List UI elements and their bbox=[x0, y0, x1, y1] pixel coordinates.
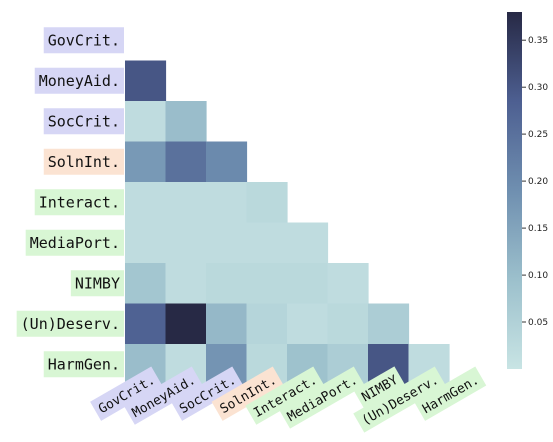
heatmap-cell-nimby-interact bbox=[287, 263, 328, 304]
row-label-text: Interact. bbox=[39, 193, 120, 211]
colorbar-tick-label: 0.20 bbox=[528, 177, 548, 187]
row-label-text: NIMBY bbox=[75, 274, 120, 292]
row-label-text: (Un)Deserv. bbox=[21, 315, 120, 333]
colorbar-gradient bbox=[507, 12, 522, 369]
heatmap-cell-un-deserv-moneyaid bbox=[166, 304, 207, 345]
row-label-interact: Interact. bbox=[35, 189, 124, 215]
heatmap-cell-moneyaid-govcrit bbox=[125, 61, 166, 102]
heatmap-cell-soccrit-moneyaid bbox=[166, 101, 207, 142]
row-label-soccrit: SocCrit. bbox=[44, 108, 124, 134]
row-label-text: MoneyAid. bbox=[39, 72, 120, 90]
heatmap-cell-mediaport-moneyaid bbox=[166, 223, 207, 264]
heatmap-cell-un-deserv-soccrit bbox=[206, 304, 247, 345]
heatmap-cell-interact-govcrit bbox=[125, 182, 166, 223]
row-label-nimby: NIMBY bbox=[71, 270, 124, 296]
row-label-text: MediaPort. bbox=[30, 234, 120, 252]
row-label-mediaport: MediaPort. bbox=[26, 230, 124, 256]
row-label-text: HarmGen. bbox=[48, 355, 120, 373]
row-label-govcrit: GovCrit. bbox=[44, 27, 124, 53]
row-label-un-deserv: (Un)Deserv. bbox=[17, 311, 124, 337]
colorbar-tick-label: 0.15 bbox=[528, 224, 548, 234]
heatmap-cell-mediaport-soccrit bbox=[206, 223, 247, 264]
heatmap-cells bbox=[125, 61, 450, 386]
colorbar-tick-label: 0.35 bbox=[528, 36, 548, 46]
heatmap-cell-un-deserv-solnint bbox=[247, 304, 288, 345]
heatmap-cell-un-deserv-govcrit bbox=[125, 304, 166, 345]
heatmap-cell-solnint-govcrit bbox=[125, 142, 166, 183]
row-label-moneyaid: MoneyAid. bbox=[35, 68, 124, 94]
heatmap-cell-un-deserv-interact bbox=[287, 304, 328, 345]
row-label-text: SocCrit. bbox=[48, 112, 120, 130]
heatmap-cell-nimby-soccrit bbox=[206, 263, 247, 304]
row-label-harmgen: HarmGen. bbox=[44, 351, 124, 377]
heatmap-cell-un-deserv-mediaport bbox=[328, 304, 369, 345]
colorbar-tick-label: 0.10 bbox=[528, 271, 548, 281]
heatmap-cell-interact-soccrit bbox=[206, 182, 247, 223]
colorbar-tick-label: 0.05 bbox=[528, 318, 548, 328]
heatmap-cell-solnint-soccrit bbox=[206, 142, 247, 183]
row-label-text: GovCrit. bbox=[48, 31, 120, 49]
heatmap-cell-interact-moneyaid bbox=[166, 182, 207, 223]
heatmap-cell-nimby-mediaport bbox=[328, 263, 369, 304]
colorbar-tick-label: 0.25 bbox=[528, 130, 548, 140]
colorbar: 0.05 0.10 0.15 0.20 0.25 0.30 0.35 bbox=[507, 12, 548, 369]
row-labels: GovCrit. MoneyAid. SocCrit. SolnInt. Interac… bbox=[17, 27, 124, 377]
heatmap-cell-un-deserv-nimby bbox=[368, 304, 409, 345]
heatmap-cell-soccrit-govcrit bbox=[125, 101, 166, 142]
heatmap-cell-interact-solnint bbox=[247, 182, 288, 223]
heatmap-cell-mediaport-interact bbox=[287, 223, 328, 264]
heatmap-cell-nimby-govcrit bbox=[125, 263, 166, 304]
heatmap-cell-nimby-moneyaid bbox=[166, 263, 207, 304]
heatmap-cell-nimby-solnint bbox=[247, 263, 288, 304]
row-label-text: SolnInt. bbox=[48, 153, 120, 171]
heatmap-cell-mediaport-solnint bbox=[247, 223, 288, 264]
heatmap-cell-solnint-moneyaid bbox=[166, 142, 207, 183]
colorbar-tick-label: 0.30 bbox=[528, 83, 548, 93]
heatmap-cell-mediaport-govcrit bbox=[125, 223, 166, 264]
row-label-solnint: SolnInt. bbox=[44, 149, 124, 175]
